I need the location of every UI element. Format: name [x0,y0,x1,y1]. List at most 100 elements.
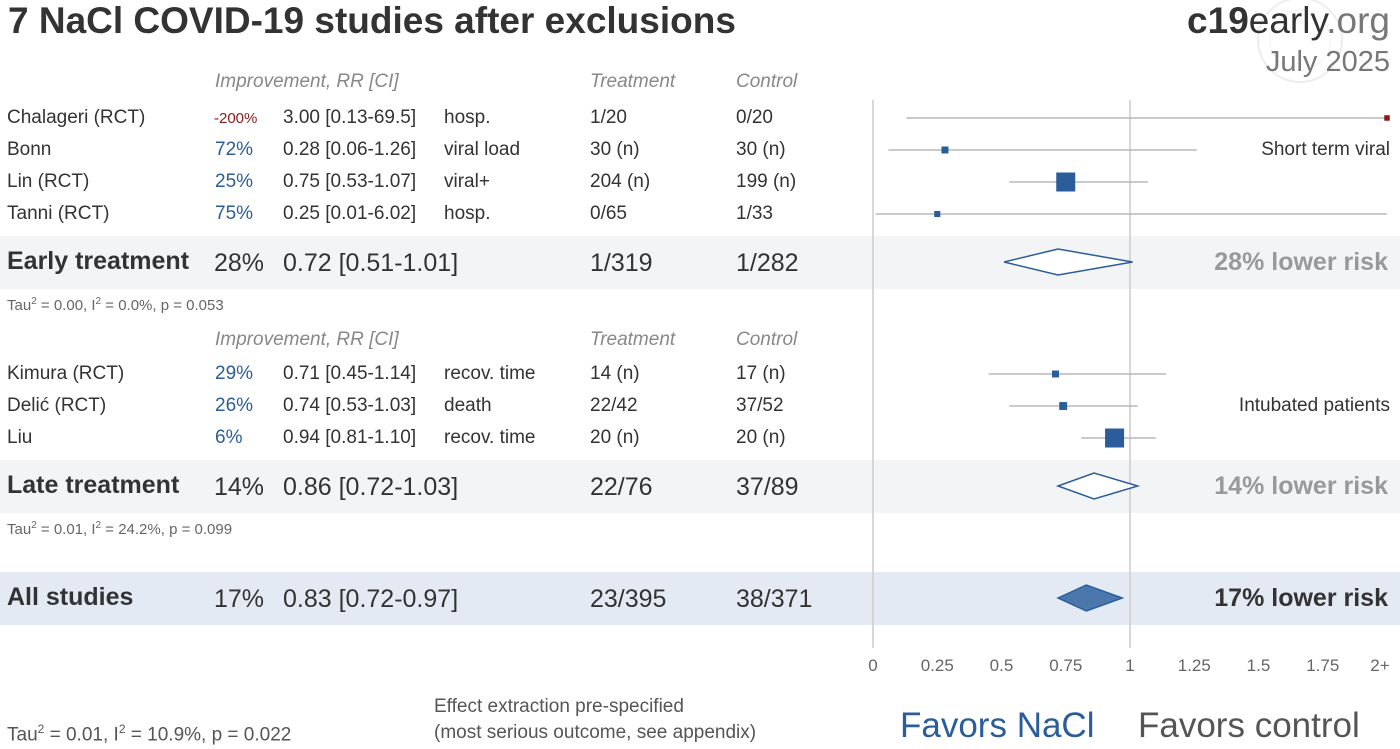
study-improvement: 29% [215,363,254,384]
summary-control: 38/371 [736,585,813,613]
summary-label: Early treatment [7,247,190,275]
study-name: Liu [7,427,33,448]
study-rr: 0.28 [0.06-1.26] [283,139,417,160]
tau-label: Tau [7,297,32,314]
study-improvement: 6% [215,427,243,448]
study-treatment: 0/65 [590,203,627,224]
early-heterogeneity: Tau2 = 0.00, I2 = 0.0%, p = 0.053 [7,296,224,314]
study-improvement: 75% [215,203,254,224]
study-rr: 0.74 [0.53-1.03] [283,395,417,416]
tau-value: = 0.01, I [36,521,96,538]
all-summary-band [0,572,1400,625]
study-treatment: 14 (n) [590,363,640,384]
report-date: July 2025 [1265,46,1390,78]
study-outcome: hosp. [444,107,491,128]
summary-rr: 0.86 [0.72-1.03] [283,473,459,501]
study-control: 17 (n) [736,363,786,384]
study-treatment: 1/20 [590,107,627,128]
study-name: Chalageri (RCT) [7,107,146,128]
study-improvement: 25% [215,171,254,192]
summary-diamond [1055,472,1141,500]
header-control: Control [736,329,798,350]
study-outcome: recov. time [444,363,536,384]
x-tick-label: 1 [1125,656,1134,675]
late-summary-band [0,460,1400,513]
study-outcome: hosp. [444,203,491,224]
summary-risk: 28% lower risk [1214,248,1388,276]
virus-watermark-icon [1257,0,1343,83]
header-improvement: Improvement, RR [CI] [215,71,399,92]
study-rr: 0.71 [0.45-1.14] [283,363,417,384]
study-control: 20 (n) [736,427,786,448]
brand-part2: early [1248,0,1327,41]
page-title: 7 NaCl COVID-19 studies after exclusions [8,0,736,41]
brand-part3: .org [1326,0,1390,41]
tau-value: = 0.00, I [36,297,96,314]
study-marker [941,146,949,154]
brand-part1: c19 [1187,0,1249,41]
summary-control: 37/89 [736,473,799,501]
i2-value: = 0.0%, p = 0.053 [101,297,224,314]
study-marker [1056,172,1076,192]
summary-rr: 0.83 [0.72-0.97] [283,585,459,613]
summary-risk: 14% lower risk [1214,472,1388,500]
study-control: 1/33 [736,203,773,224]
study-control: 0/20 [736,107,773,128]
x-tick-label: 1.5 [1247,656,1271,675]
study-outcome: recov. time [444,427,536,448]
x-tick-label: 1.25 [1178,656,1211,675]
favors-treatment-label: Favors NaCl [900,706,1095,745]
chart-marks [875,115,1390,612]
x-tick-label: 0.25 [921,656,954,675]
study-name: Kimura (RCT) [7,363,125,384]
tau-label: Tau [7,521,32,538]
header-treatment: Treatment [590,329,676,350]
study-marker [1384,115,1390,121]
study-name: Bonn [7,139,52,160]
study-control: 199 (n) [736,171,797,192]
x-tick-label: 0 [868,656,877,675]
study-treatment: 204 (n) [590,171,651,192]
summary-label: Late treatment [7,471,180,499]
summary-improvement: 17% [214,585,265,613]
note-line1: Effect extraction pre-specified [434,696,684,717]
summary-treatment: 23/395 [590,585,667,613]
extraction-note: Effect extraction pre-specified (most se… [434,694,756,746]
overall-heterogeneity: Tau2 = 0.01, I2 = 10.9%, p = 0.022 [7,722,292,746]
study-rr: 0.94 [0.81-1.10] [283,427,417,448]
x-tick-label: 0.5 [990,656,1014,675]
late-heterogeneity: Tau2 = 0.01, I2 = 24.2%, p = 0.099 [7,520,233,538]
summary-treatment: 22/76 [590,473,653,501]
summary-improvement: 14% [214,473,265,501]
summary-risk: 17% lower risk [1214,584,1388,612]
study-marker [1059,402,1068,410]
i2-value: = 10.9%, p = 0.022 [125,724,292,746]
study-marker [1051,370,1059,378]
summary-label: All studies [7,583,134,611]
study-outcome: death [444,395,492,416]
header-treatment: Treatment [590,71,676,92]
study-marker [934,210,941,218]
study-outcome: viral+ [444,171,490,192]
study-treatment: 22/42 [590,395,638,416]
brand-logo: c19early.org [1187,0,1390,42]
study-control: 37/52 [736,395,784,416]
study-outcome: viral load [444,139,521,160]
late-annotation: Intubated patients [1238,395,1390,416]
early-summary-band [0,236,1400,289]
study-improvement: 72% [215,139,254,160]
favors-control-label: Favors control [1138,706,1360,745]
summary-diamond [1003,248,1133,276]
header-improvement: Improvement, RR [CI] [215,329,399,350]
i2-value: = 24.2%, p = 0.099 [101,521,233,538]
study-rr: 3.00 [0.13-69.5] [283,107,417,128]
tau-value: = 0.01, I [44,724,119,746]
summary-control: 1/282 [736,249,799,277]
study-name: Tanni (RCT) [7,203,110,224]
study-name: Lin (RCT) [7,171,90,192]
study-rr: 0.25 [0.01-6.02] [283,203,417,224]
early-annotation: Short term viral [1261,139,1390,160]
summary-rr: 0.72 [0.51-1.01] [283,249,459,277]
study-treatment: 20 (n) [590,427,640,448]
